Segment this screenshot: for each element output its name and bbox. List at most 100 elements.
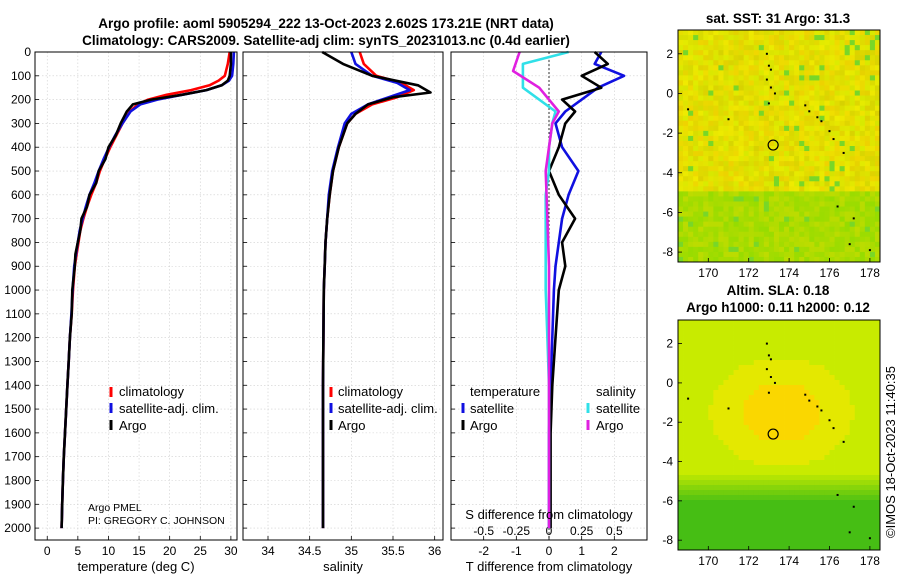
- heatmap-cell: [869, 495, 876, 501]
- heatmap-cell: [688, 65, 694, 71]
- heatmap-cell: [683, 405, 689, 411]
- heatmap-cell: [844, 385, 851, 391]
- heatmap-cell: [748, 325, 755, 331]
- heatmap-cell: [698, 400, 704, 406]
- heatmap-cell: [854, 545, 861, 551]
- heatmap-cell: [859, 485, 866, 491]
- heatmap-cell: [743, 140, 750, 147]
- heatmap-cell: [713, 530, 719, 536]
- heatmap-cell: [859, 156, 866, 162]
- heatmap-cell: [728, 226, 734, 233]
- island-marker: [820, 120, 823, 123]
- x-tick-label: 10: [102, 544, 116, 558]
- heatmap-cell: [738, 125, 745, 132]
- heatmap-cell: [794, 520, 800, 526]
- heatmap-cell: [708, 196, 714, 202]
- heatmap-cell: [844, 330, 851, 336]
- heatmap-cell: [708, 495, 714, 501]
- heatmap-cell: [854, 196, 861, 202]
- heatmap-cell: [703, 340, 709, 346]
- heatmap-cell: [829, 415, 835, 421]
- heatmap-cell: [839, 355, 846, 361]
- temperature-legend: climatology satellite-adj. clim. Argo: [109, 384, 219, 433]
- heatmap-cell: [763, 40, 770, 46]
- heatmap-cell: [738, 490, 745, 496]
- heatmap-cell: [844, 206, 851, 212]
- heatmap-cell: [834, 231, 840, 238]
- heatmap-cell: [733, 30, 739, 36]
- heatmap-cell: [733, 530, 739, 536]
- heatmap-cell: [763, 251, 770, 258]
- heatmap-cell: [874, 455, 881, 461]
- heatmap-cell: [768, 221, 775, 228]
- heatmap-cell: [678, 335, 684, 341]
- salinity-axes-frame: [242, 51, 444, 541]
- heatmap-cell: [784, 345, 790, 351]
- heatmap-cell: [743, 380, 750, 386]
- heatmap-cell: [758, 226, 765, 233]
- heatmap-cell: [698, 146, 704, 152]
- heatmap-cell: [859, 445, 866, 451]
- heatmap-cell: [784, 50, 790, 56]
- heatmap-cell: [743, 475, 750, 481]
- heatmap-cell: [688, 211, 694, 218]
- heatmap-cell: [779, 450, 785, 456]
- heatmap-cell: [758, 460, 765, 466]
- heatmap-cell: [718, 365, 724, 371]
- heatmap-cell: [733, 115, 739, 122]
- heatmap-cell: [799, 65, 805, 71]
- heatmap-cell: [683, 540, 689, 546]
- heatmap-cell: [779, 140, 785, 147]
- heatmap-cell: [683, 115, 689, 122]
- heatmap-cell: [678, 515, 684, 521]
- heatmap-cell: [864, 35, 871, 41]
- heatmap-cell: [688, 390, 694, 396]
- heatmap-cell: [809, 246, 815, 253]
- heatmap-cell: [733, 221, 739, 228]
- heatmap-cell: [773, 60, 780, 66]
- heatmap-cell: [728, 325, 734, 331]
- heatmap-cell: [804, 525, 810, 531]
- heatmap-cell: [869, 110, 876, 117]
- heatmap-cell: [824, 425, 830, 431]
- heatmap-cell: [723, 415, 729, 421]
- heatmap-cell: [789, 530, 795, 536]
- heatmap-cell: [758, 70, 765, 76]
- heatmap-cell: [819, 545, 825, 551]
- heatmap-cell: [844, 251, 851, 258]
- heatmap-cell: [859, 231, 866, 238]
- heatmap-cell: [708, 181, 714, 187]
- heatmap-cell: [789, 535, 795, 541]
- heatmap-cell: [784, 485, 790, 491]
- heatmap-cell: [773, 55, 780, 61]
- heatmap-cell: [849, 105, 856, 112]
- heatmap-cell: [768, 335, 775, 341]
- heatmap-cell: [794, 440, 800, 446]
- heatmap-cell: [779, 206, 785, 212]
- heatmap-cell: [814, 500, 820, 506]
- heatmap-cell: [728, 140, 734, 147]
- series-line-salinity-argo: [511, 51, 561, 529]
- heatmap-cell: [834, 201, 840, 207]
- heatmap-cell: [773, 365, 780, 371]
- heatmap-cell: [688, 241, 694, 248]
- heatmap-cell: [804, 410, 810, 416]
- heatmap-cell: [814, 140, 820, 147]
- heatmap-cell: [849, 90, 856, 96]
- heatmap-cell: [839, 60, 846, 66]
- heatmap-cell: [859, 325, 866, 331]
- heatmap-cell: [748, 540, 755, 546]
- heatmap-cell: [794, 216, 800, 223]
- heatmap-cell: [718, 375, 724, 381]
- heatmap-cell: [869, 445, 876, 451]
- heatmap-cell: [728, 135, 734, 142]
- heatmap-cell: [693, 460, 699, 466]
- heatmap-cell: [859, 166, 866, 172]
- heatmap-cell: [698, 221, 704, 228]
- heatmap-cell: [718, 485, 724, 491]
- heatmap-cell: [728, 320, 734, 326]
- island-marker: [765, 368, 768, 371]
- heatmap-cell: [799, 400, 805, 406]
- heatmap-cell: [819, 140, 825, 147]
- heatmap-cell: [824, 75, 830, 81]
